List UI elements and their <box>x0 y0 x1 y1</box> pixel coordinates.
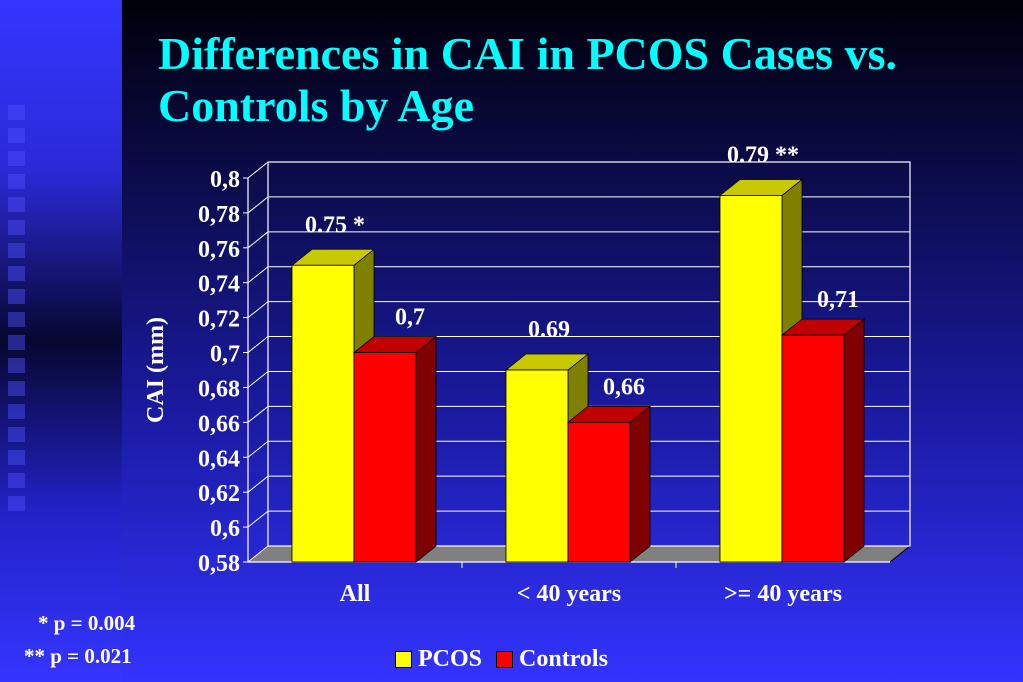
decorative-square <box>8 381 25 396</box>
legend-swatch-controls <box>496 651 514 668</box>
gridline-side <box>247 336 269 353</box>
y-tick-label: 0,68 <box>198 376 240 402</box>
gridline-side <box>247 231 269 249</box>
y-tick-label: 0,72 <box>198 307 240 333</box>
gridline-side <box>247 301 269 319</box>
gridline-side <box>247 266 269 284</box>
bar-pcos <box>719 195 783 563</box>
gridline-side <box>247 510 269 528</box>
decorative-square <box>8 335 25 350</box>
legend-label-pcos: PCOS <box>418 646 483 672</box>
data-label: 0,66 <box>603 374 645 400</box>
y-tick-label: 0,7 <box>210 342 240 368</box>
decorative-square <box>8 427 25 442</box>
gridline-side <box>247 405 269 423</box>
gridline-side <box>247 371 269 388</box>
decorative-square <box>8 151 25 166</box>
data-label: 0.69 <box>528 317 570 343</box>
x-tick-label: < 40 years <box>517 581 621 607</box>
footnote-2: ** p = 0.021 <box>24 644 132 668</box>
y-tick-label: 0,8 <box>210 167 240 193</box>
x-tick-label: >= 40 years <box>724 581 842 607</box>
gridline-side <box>247 475 269 493</box>
y-tick-label: 0,78 <box>198 202 240 228</box>
gridline-side <box>247 545 269 563</box>
footnote-1: * p = 0.004 <box>38 611 136 635</box>
legend: PCOS Controls <box>395 646 608 673</box>
data-label: 0.79 ** <box>727 142 799 168</box>
decorative-square <box>8 243 25 258</box>
decorative-square <box>8 404 25 419</box>
decorative-square <box>8 220 25 235</box>
decorative-square <box>8 312 25 327</box>
bar-side <box>415 335 437 563</box>
bar-side <box>629 405 651 563</box>
gridline-side <box>247 440 269 458</box>
data-label: 0,7 <box>395 305 425 331</box>
bar-controls <box>567 421 631 563</box>
decorative-square <box>8 197 25 212</box>
y-tick-label: 0,58 <box>198 551 240 577</box>
x-tick-label: All <box>340 581 371 607</box>
decorative-square <box>8 105 25 120</box>
side-stripe <box>0 0 122 682</box>
decorative-square <box>8 289 25 304</box>
decorative-square <box>8 496 25 511</box>
y-tick-label: 0,76 <box>198 237 240 263</box>
bar-pcos <box>291 264 355 563</box>
data-label: 0.75 * <box>305 212 365 238</box>
decorative-square <box>8 450 25 465</box>
y-tick-label: 0,66 <box>198 411 240 437</box>
decorative-square <box>8 128 25 143</box>
bar-controls <box>353 352 417 563</box>
data-label: 0,71 <box>817 287 859 313</box>
legend-label-controls: Controls <box>519 646 608 672</box>
decorative-square <box>8 266 25 281</box>
decorative-square <box>8 174 25 189</box>
y-tick-label: 0,62 <box>198 481 240 507</box>
bar-controls <box>781 334 845 563</box>
y-axis-title: CAI (mm) <box>143 317 169 423</box>
y-tick-label: 0,74 <box>198 272 240 298</box>
bar-pcos <box>505 369 569 563</box>
gridline-side <box>247 196 269 214</box>
legend-swatch-pcos <box>395 651 412 668</box>
slide-title: Differences in CAI in PCOS Cases vs. Con… <box>158 28 897 131</box>
bar-side <box>843 318 865 563</box>
y-tick-label: 0,6 <box>210 516 240 542</box>
gridline-side <box>247 161 269 179</box>
y-tick-label: 0,64 <box>198 446 240 472</box>
decorative-square <box>8 473 25 488</box>
decorative-square <box>8 358 25 373</box>
